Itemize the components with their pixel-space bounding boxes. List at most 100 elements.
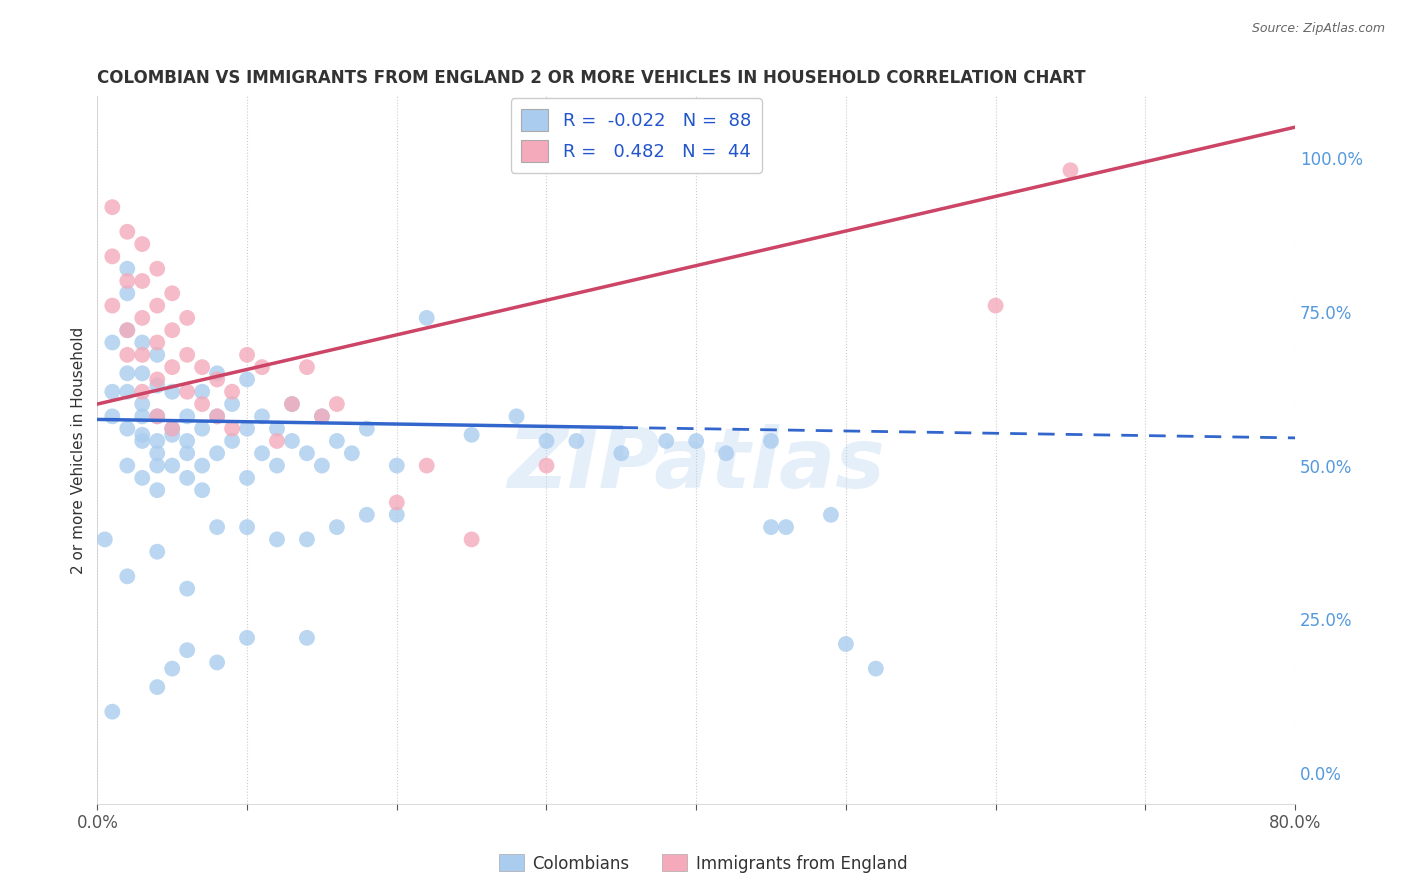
Point [266, 422, 288, 436]
Point [160, 458, 183, 473]
Point [101, 335, 124, 350]
Point [160, 662, 183, 676]
Point [835, 637, 858, 651]
Point [176, 384, 198, 399]
Point [759, 434, 782, 448]
Text: COLOMBIAN VS IMMIGRANTS FROM ENGLAND 2 OR MORE VEHICLES IN HOUSEHOLD CORRELATION: COLOMBIAN VS IMMIGRANTS FROM ENGLAND 2 O… [97, 69, 1085, 87]
Point [415, 458, 437, 473]
Point [205, 366, 228, 380]
Point [460, 533, 482, 547]
Point [536, 434, 558, 448]
Point [146, 335, 169, 350]
Point [131, 237, 153, 252]
Point [775, 520, 797, 534]
Point [326, 520, 349, 534]
Point [146, 299, 169, 313]
Point [266, 458, 288, 473]
Point [295, 360, 318, 375]
Point [101, 249, 124, 263]
Point [385, 458, 408, 473]
Point [1059, 163, 1081, 178]
Point [191, 458, 214, 473]
Point [146, 372, 169, 386]
Point [385, 508, 408, 522]
Point [131, 335, 153, 350]
Point [326, 434, 349, 448]
Point [146, 261, 169, 276]
Point [146, 458, 169, 473]
Point [131, 310, 153, 325]
Point [221, 397, 243, 411]
Point [505, 409, 527, 424]
Point [191, 397, 214, 411]
Point [460, 427, 482, 442]
Point [205, 409, 228, 424]
Point [176, 348, 198, 362]
Point [311, 409, 333, 424]
Point [131, 397, 153, 411]
Point [117, 323, 139, 337]
Point [266, 533, 288, 547]
Point [326, 397, 349, 411]
Point [117, 348, 139, 362]
Point [385, 495, 408, 509]
Point [205, 372, 228, 386]
Point [160, 323, 183, 337]
Point [131, 471, 153, 485]
Point [117, 286, 139, 301]
Point [176, 409, 198, 424]
Point [146, 545, 169, 559]
Point [191, 483, 214, 498]
Point [176, 582, 198, 596]
Point [311, 409, 333, 424]
Point [685, 434, 707, 448]
Point [101, 299, 124, 313]
Point [117, 225, 139, 239]
Point [146, 378, 169, 392]
Point [250, 360, 273, 375]
Point [160, 360, 183, 375]
Point [865, 662, 887, 676]
Point [191, 422, 214, 436]
Point [146, 434, 169, 448]
Point [236, 471, 259, 485]
Point [131, 427, 153, 442]
Point [311, 458, 333, 473]
Point [117, 569, 139, 583]
Point [176, 643, 198, 657]
Point [160, 422, 183, 436]
Point [984, 299, 1007, 313]
Point [610, 446, 633, 460]
Point [117, 384, 139, 399]
Point [205, 446, 228, 460]
Point [205, 520, 228, 534]
Text: Source: ZipAtlas.com: Source: ZipAtlas.com [1251, 22, 1385, 36]
Point [101, 409, 124, 424]
Point [415, 310, 437, 325]
Point [176, 446, 198, 460]
Legend: Colombians, Immigrants from England: Colombians, Immigrants from England [492, 847, 914, 880]
Point [117, 261, 139, 276]
Point [117, 366, 139, 380]
Point [236, 520, 259, 534]
Point [160, 286, 183, 301]
Point [131, 348, 153, 362]
Point [146, 446, 169, 460]
Point [191, 384, 214, 399]
Point [176, 310, 198, 325]
Point [236, 422, 259, 436]
Point [146, 409, 169, 424]
Point [250, 446, 273, 460]
Point [176, 471, 198, 485]
Point [356, 422, 378, 436]
Point [117, 422, 139, 436]
Point [176, 434, 198, 448]
Point [250, 409, 273, 424]
Point [117, 323, 139, 337]
Y-axis label: 2 or more Vehicles in Household: 2 or more Vehicles in Household [72, 326, 86, 574]
Point [146, 680, 169, 694]
Point [221, 384, 243, 399]
Point [340, 446, 363, 460]
Point [131, 409, 153, 424]
Point [759, 520, 782, 534]
